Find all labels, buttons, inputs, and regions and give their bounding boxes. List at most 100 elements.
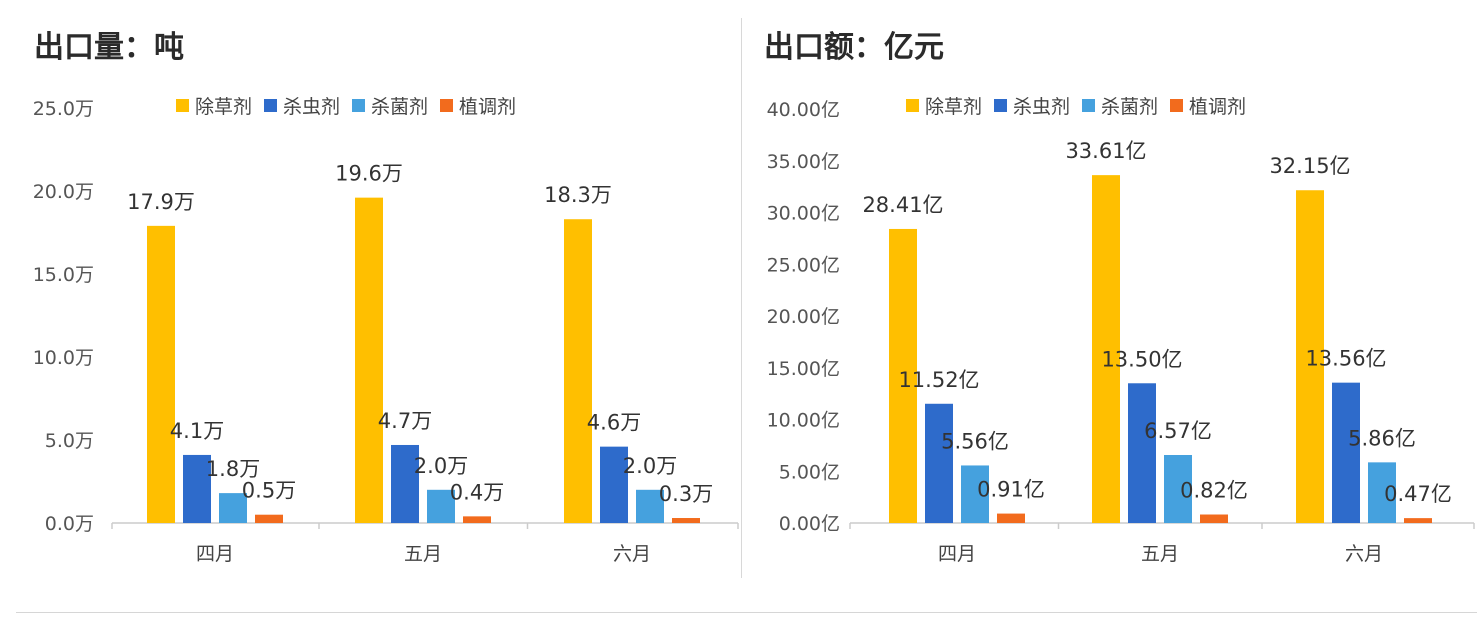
- y-tick-label: 35.00亿: [767, 151, 840, 173]
- x-tick-label: 四月: [938, 543, 976, 565]
- y-tick-label: 0.0万: [45, 513, 94, 535]
- legend-item-fungicide: 杀菌剂: [1082, 92, 1158, 119]
- legend-swatch-fungicide: [352, 99, 366, 112]
- data-label: 5.56亿: [941, 429, 1009, 453]
- bar-fungicide: [219, 493, 247, 523]
- y-tick-label: 15.00亿: [767, 358, 840, 380]
- bar-fungicide: [636, 489, 664, 523]
- bar-insecticide: [600, 446, 628, 523]
- value-bar-chart: 0.00亿 5.00亿 10.00亿 15.00亿 20.00亿 25.00亿 30.00亿…: [767, 99, 1475, 565]
- bar-herbicide: [1092, 175, 1120, 523]
- y-tick-label: 5.00亿: [779, 461, 840, 483]
- bar-herbicide: [1296, 190, 1324, 523]
- legend-item-herbicide: 除草剂: [906, 92, 982, 119]
- data-label: 13.50亿: [1101, 347, 1182, 371]
- bar-regulator: [1200, 514, 1228, 523]
- data-label: 0.5万: [242, 479, 296, 503]
- bar-insecticide: [183, 454, 211, 523]
- bar-insecticide: [1332, 382, 1360, 523]
- y-tick-label: 20.0万: [33, 181, 94, 203]
- bar-insecticide: [1128, 383, 1156, 523]
- legend-item-herbicide: 除草剂: [176, 92, 252, 119]
- legend-label: 除草剂: [195, 96, 253, 118]
- data-label: 0.3万: [659, 482, 713, 506]
- bar-herbicide: [564, 219, 592, 523]
- bar-fungicide: [427, 489, 455, 523]
- data-label: 0.91亿: [977, 478, 1045, 502]
- data-label: 1.8万: [206, 457, 260, 481]
- legend-swatch-regulator: [1170, 99, 1184, 112]
- data-label: 11.52亿: [898, 368, 979, 392]
- bar-fungicide: [961, 465, 989, 523]
- y-tick-label: 25.00亿: [767, 254, 840, 276]
- value-chart-panel: 出口额：亿元 除草剂 杀虫剂 杀菌剂 植调剂 0.00亿 5.00亿 10.00亿 1…: [744, 0, 1477, 580]
- bar-regulator: [997, 513, 1025, 523]
- bar-fungicide: [1368, 462, 1396, 523]
- legend-label: 杀虫剂: [1013, 96, 1071, 118]
- legend-swatch-fungicide: [1082, 99, 1096, 112]
- chart-title: 出口量：吨: [34, 30, 184, 65]
- data-label: 5.86亿: [1348, 426, 1416, 450]
- bar-insecticide: [391, 444, 419, 523]
- volume-chart-panel: 出口量：吨 除草剂 杀虫剂 杀菌剂 植调剂 0.0万 5.0万 10.0万 15.0万…: [0, 0, 740, 580]
- bottom-rule: [16, 612, 1477, 613]
- y-tick-label: 10.00亿: [767, 410, 840, 432]
- data-label: 13.56亿: [1305, 347, 1386, 371]
- legend-item-insecticide: 杀虫剂: [994, 92, 1070, 119]
- x-tick-label: 六月: [1345, 543, 1383, 565]
- x-tick-label: 五月: [404, 543, 442, 565]
- bar-fungicide: [1164, 455, 1192, 523]
- y-tick-label: 5.0万: [45, 430, 94, 452]
- x-tick-label: 五月: [1141, 543, 1179, 565]
- data-label: 0.82亿: [1180, 479, 1248, 503]
- bar-regulator: [672, 518, 700, 523]
- x-tick-label: 六月: [613, 543, 651, 565]
- y-tick-label: 40.00亿: [767, 99, 840, 121]
- legend-swatch-herbicide: [176, 99, 189, 112]
- chart-legend: 除草剂 杀虫剂 杀菌剂 植调剂: [906, 92, 1258, 119]
- bar-insecticide: [925, 403, 953, 523]
- legend-swatch-herbicide: [906, 99, 919, 112]
- data-label: 6.57亿: [1144, 419, 1212, 443]
- bar-regulator: [255, 514, 283, 523]
- data-label: 0.4万: [450, 480, 504, 504]
- legend-item-regulator: 植调剂: [440, 92, 516, 119]
- y-tick-label: 15.0万: [33, 264, 94, 286]
- x-tick-label: 四月: [196, 543, 234, 565]
- data-label: 19.6万: [335, 162, 403, 186]
- data-label: 4.7万: [378, 409, 432, 433]
- legend-label: 杀菌剂: [1101, 96, 1159, 118]
- panel-divider: [741, 18, 742, 578]
- data-label: 4.6万: [587, 411, 641, 435]
- data-label: 2.0万: [623, 454, 677, 478]
- y-tick-label: 25.0万: [33, 98, 94, 120]
- y-tick-label: 20.00亿: [767, 306, 840, 328]
- y-tick-label: 30.00亿: [767, 203, 840, 225]
- data-label: 28.41亿: [862, 193, 943, 217]
- bar-herbicide: [147, 225, 175, 524]
- y-tick-label: 10.0万: [33, 347, 94, 369]
- data-label: 17.9万: [127, 190, 195, 214]
- data-label: 4.1万: [170, 419, 224, 443]
- bar-herbicide: [889, 228, 917, 524]
- data-label: 2.0万: [414, 454, 468, 478]
- legend-label: 植调剂: [1189, 96, 1247, 118]
- chart-legend: 除草剂 杀虫剂 杀菌剂 植调剂: [176, 92, 528, 119]
- y-tick-label: 0.00亿: [779, 513, 840, 535]
- legend-swatch-insecticide: [994, 99, 1008, 112]
- legend-label: 杀虫剂: [283, 96, 341, 118]
- legend-swatch-regulator: [440, 99, 454, 112]
- legend-item-fungicide: 杀菌剂: [352, 92, 428, 119]
- data-label: 33.61亿: [1065, 139, 1146, 163]
- legend-label: 杀菌剂: [371, 96, 429, 118]
- legend-label: 除草剂: [925, 96, 983, 118]
- bar-herbicide: [355, 197, 383, 523]
- legend-swatch-insecticide: [264, 99, 278, 112]
- data-label: 32.15亿: [1269, 154, 1350, 178]
- chart-title: 出口额：亿元: [764, 30, 944, 65]
- data-label: 0.47亿: [1384, 482, 1452, 506]
- data-label: 18.3万: [544, 183, 612, 207]
- legend-label: 植调剂: [459, 96, 517, 118]
- bar-regulator: [463, 516, 491, 523]
